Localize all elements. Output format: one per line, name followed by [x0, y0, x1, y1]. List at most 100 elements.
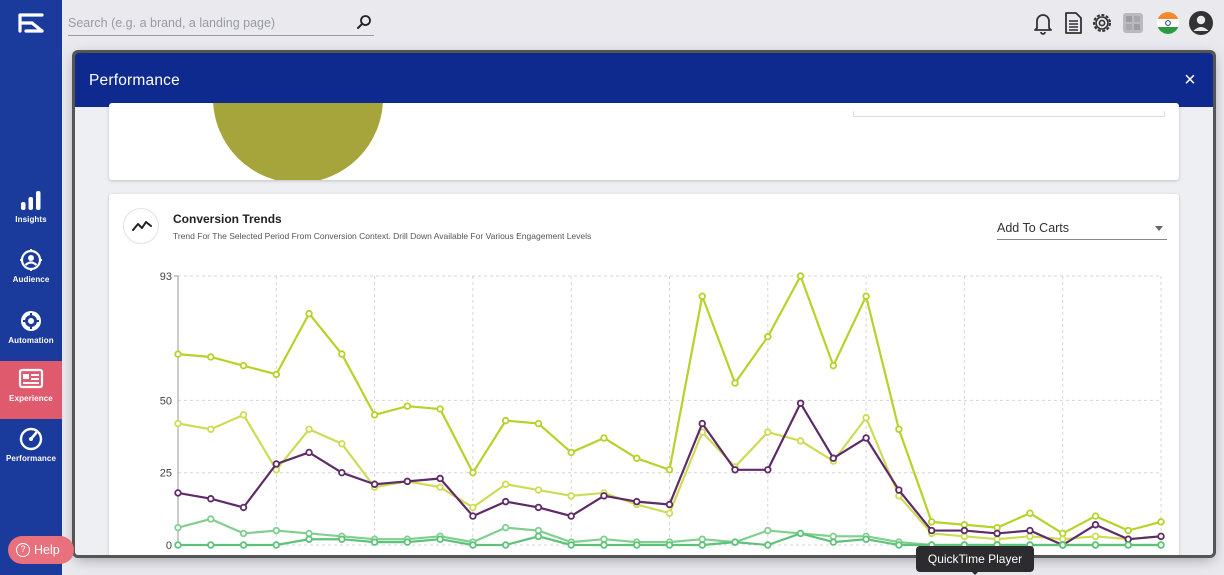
chart-subtitle: Trend For The Selected Period From Conve… — [173, 231, 592, 241]
data-point — [174, 541, 182, 549]
data-point — [829, 454, 838, 462]
data-point — [1026, 526, 1034, 535]
search-input[interactable] — [68, 12, 348, 34]
top-bar — [62, 0, 1224, 46]
data-point — [1026, 509, 1034, 517]
data-point — [534, 419, 543, 428]
data-point — [174, 523, 182, 532]
settings-gear-icon[interactable] — [1089, 10, 1115, 36]
data-point — [272, 370, 280, 379]
modal-header: Performance × — [75, 53, 1213, 107]
help-label: Help — [34, 543, 60, 557]
modal-title: Performance — [89, 72, 180, 89]
data-point — [829, 361, 838, 370]
data-point — [403, 477, 412, 486]
metric-select[interactable]: Add To Carts — [997, 218, 1167, 240]
trend-icon-badge — [123, 208, 159, 244]
nav-item-audience[interactable]: Audience — [0, 242, 62, 300]
help-button[interactable]: ? Help — [8, 536, 74, 564]
data-point — [567, 448, 575, 457]
data-point — [895, 541, 903, 549]
chevron-down-icon — [1155, 226, 1163, 231]
data-point — [862, 414, 870, 422]
data-point — [1157, 541, 1165, 549]
data-point — [600, 535, 608, 543]
data-point — [960, 526, 969, 535]
gauge-icon — [19, 427, 43, 451]
distribution-card — [109, 103, 1179, 180]
india-flag-icon[interactable] — [1155, 10, 1181, 36]
nav-label: Experience — [9, 394, 53, 403]
data-point — [764, 466, 772, 474]
app-switcher-icon[interactable] — [1120, 10, 1146, 36]
data-point — [436, 474, 444, 483]
data-point — [796, 529, 805, 538]
data-point — [665, 466, 674, 474]
nav-label: Automation — [8, 336, 54, 345]
data-point — [469, 541, 477, 549]
data-point — [174, 419, 182, 428]
nav-item-insights[interactable]: Insights — [0, 182, 62, 240]
data-point — [534, 503, 543, 512]
nav-item-automation[interactable]: Automation — [0, 303, 62, 361]
data-point — [207, 541, 215, 549]
data-point — [305, 448, 313, 457]
data-point — [239, 529, 248, 538]
data-point — [633, 454, 641, 462]
conversion-trends-card: Conversion Trends Trend For The Selected… — [109, 194, 1179, 555]
data-point — [764, 526, 772, 535]
data-point — [960, 532, 969, 541]
y-tick-label: 93 — [160, 271, 172, 283]
search-icon[interactable] — [356, 14, 372, 30]
data-point — [1091, 521, 1100, 529]
data-point — [895, 486, 903, 494]
brand-logo-icon[interactable] — [18, 12, 44, 34]
data-point — [567, 492, 575, 500]
data-point — [796, 272, 805, 280]
data-point — [993, 529, 1001, 538]
data-point — [764, 333, 772, 341]
data-point — [239, 361, 248, 370]
user-avatar-icon[interactable] — [1188, 10, 1214, 36]
data-point — [764, 428, 772, 436]
data-point — [534, 532, 543, 541]
data-point — [305, 309, 313, 318]
bell-icon[interactable] — [1030, 10, 1056, 36]
data-point — [501, 480, 510, 488]
data-point — [501, 497, 510, 506]
nav-item-performance[interactable]: Performance — [0, 421, 62, 479]
data-point — [665, 509, 674, 517]
experience-icon — [18, 368, 44, 389]
data-point — [698, 292, 706, 300]
close-icon[interactable]: × — [1184, 69, 1196, 91]
data-point — [305, 535, 313, 543]
data-point — [501, 416, 510, 425]
data-point — [829, 538, 838, 546]
document-icon[interactable] — [1060, 10, 1086, 36]
data-point — [370, 411, 379, 419]
data-point — [272, 460, 280, 468]
data-point — [239, 411, 248, 419]
data-point — [1124, 541, 1132, 549]
nav-label: Performance — [5, 454, 56, 463]
chart-title: Conversion Trends — [173, 212, 282, 226]
data-point — [796, 437, 805, 445]
data-point — [338, 350, 346, 358]
data-point — [239, 541, 248, 549]
data-point — [1157, 518, 1165, 526]
data-point — [862, 434, 870, 442]
data-point — [338, 468, 346, 477]
data-point — [370, 480, 379, 488]
data-point — [338, 535, 346, 543]
data-point — [567, 541, 575, 549]
nav-item-experience[interactable]: Experience — [0, 361, 62, 419]
data-point — [207, 515, 215, 523]
data-point — [764, 541, 772, 549]
data-point — [731, 379, 739, 387]
data-point — [469, 503, 477, 512]
audience-icon — [20, 249, 42, 271]
data-point — [436, 483, 444, 491]
data-point — [305, 529, 313, 538]
data-point — [1059, 529, 1067, 538]
conversion-trends-chart: 0 25 50 93 — [160, 271, 1165, 552]
